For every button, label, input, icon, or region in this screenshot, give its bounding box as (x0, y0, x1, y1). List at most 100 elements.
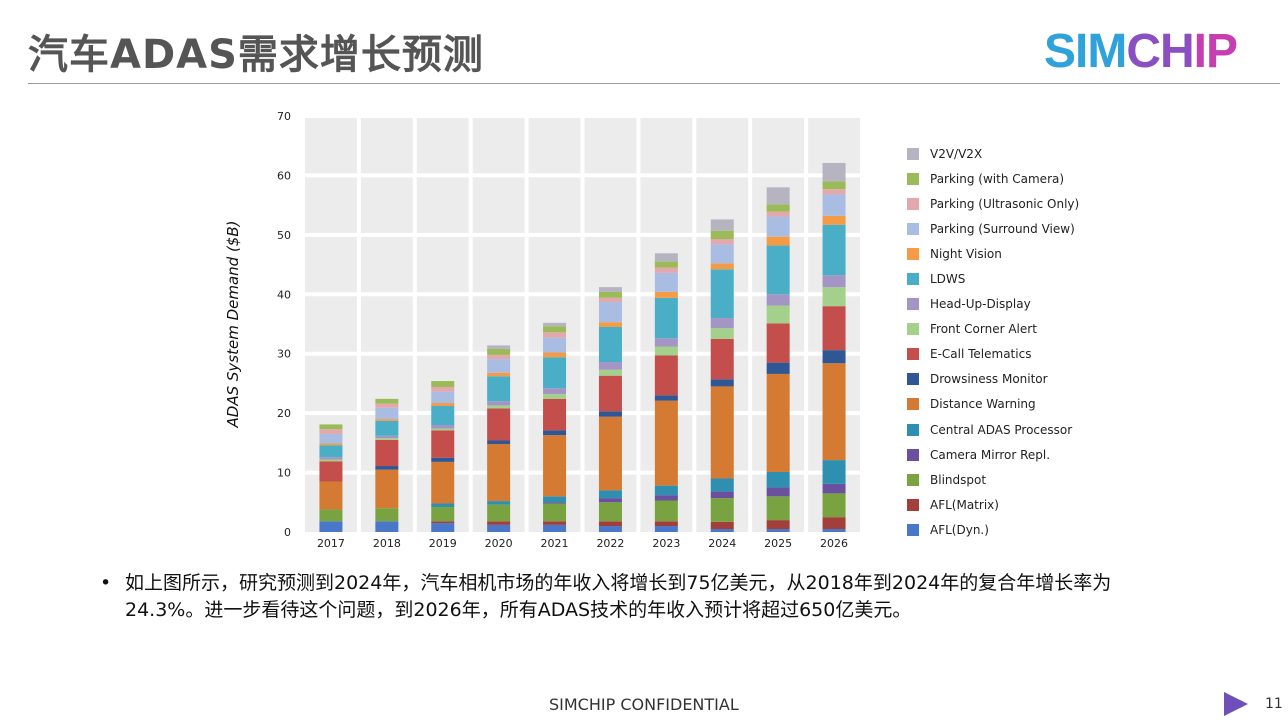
legend-label: Distance Warning (930, 397, 1036, 412)
bar-segment (319, 429, 343, 434)
bar-segment (431, 523, 455, 532)
legend-swatch (907, 172, 919, 185)
legend-label: AFL(Matrix) (930, 497, 999, 512)
bar-segment (543, 322, 567, 327)
bar-segment (431, 425, 455, 429)
bar-segment (766, 520, 790, 530)
bar-segment (654, 395, 678, 401)
bar-segment (375, 419, 399, 421)
bar-segment (654, 297, 678, 339)
x-tick-label: 2021 (541, 537, 569, 550)
bar-segment (487, 405, 511, 409)
bar-segment (822, 162, 846, 182)
bar-segment (598, 526, 622, 532)
bar-segment (822, 181, 846, 190)
bar-segment (766, 373, 790, 472)
bar-segment (766, 211, 790, 217)
legend-swatch (907, 222, 919, 235)
legend-swatch (907, 373, 919, 386)
bar-segment (487, 501, 511, 505)
bar-segment (487, 376, 511, 402)
legend-swatch (907, 298, 919, 311)
bar-segment (431, 461, 455, 504)
bar-segment (375, 438, 399, 440)
bar-segment (543, 332, 567, 338)
title-divider (28, 83, 1280, 84)
bar-segment (822, 275, 846, 288)
bar-segment (375, 435, 399, 439)
bar-segment (319, 509, 343, 522)
bar-segment (487, 521, 511, 525)
legend-item: Head-Up-Display (907, 292, 1079, 317)
bar-segment (766, 496, 790, 521)
bar-segment (766, 187, 790, 205)
bar-segment (598, 302, 622, 323)
bar-segment (654, 253, 678, 262)
next-slide-arrow-icon[interactable] (1224, 692, 1248, 716)
bar-segment (710, 478, 734, 492)
bar-segment (487, 372, 511, 377)
bar-segment (710, 230, 734, 240)
bar-segment (319, 481, 343, 510)
legend-item: AFL(Matrix) (907, 492, 1079, 517)
bar-segment (822, 306, 846, 351)
bar-segment (319, 433, 343, 444)
legend-item: Distance Warning (907, 392, 1079, 417)
legend-label: Drowsiness Monitor (930, 372, 1048, 387)
legend-item: Parking (Ultrasonic Only) (907, 191, 1079, 216)
bar-segment (487, 504, 511, 522)
bar-segment (487, 348, 511, 355)
bar-segment (319, 461, 343, 482)
legend-swatch (907, 523, 919, 536)
bar-segment (543, 521, 567, 525)
bar-segment (543, 398, 567, 431)
bar-segment (487, 440, 511, 445)
bar-segment (654, 272, 678, 292)
bar-segment (654, 291, 678, 298)
legend-swatch (907, 197, 919, 210)
bar-segment (710, 244, 734, 264)
bar-segment (543, 435, 567, 497)
bar-segment (654, 261, 678, 268)
legend-item: Blindspot (907, 467, 1079, 492)
bar-segment (822, 460, 846, 484)
bar-segment (543, 394, 567, 399)
bar-segment (431, 391, 455, 404)
y-tick-label: 20 (277, 407, 291, 420)
y-tick-label: 0 (284, 526, 291, 539)
bar-segment (431, 457, 455, 462)
bar-segment (375, 508, 399, 522)
bar-segment (598, 521, 622, 527)
bar-segment (654, 346, 678, 356)
page-title: 汽车ADAS需求增长预测 (28, 32, 484, 78)
y-tick-label: 10 (277, 467, 291, 480)
x-tick-label: 2026 (820, 537, 848, 550)
x-tick-label: 2017 (317, 537, 345, 550)
bar-segment (543, 502, 567, 504)
bar-segment (543, 357, 567, 389)
legend-label: LDWS (930, 272, 966, 287)
bar-segment (822, 189, 846, 195)
y-tick-label: 50 (277, 229, 291, 242)
bar-segment (431, 403, 455, 407)
legend-swatch (907, 323, 919, 336)
legend-item: Drowsiness Monitor (907, 367, 1079, 392)
bar-segment (487, 524, 511, 532)
bar-segment (654, 521, 678, 527)
bar-segment (654, 500, 678, 522)
legend-swatch (907, 247, 919, 260)
legend-label: Camera Mirror Repl. (930, 447, 1051, 462)
bar-segment (543, 503, 567, 522)
legend-label: Parking (Surround View) (930, 221, 1075, 236)
bar-segment (766, 529, 790, 532)
legend-item: Parking (Surround View) (907, 216, 1079, 241)
bar-segment (766, 294, 790, 306)
bar-segment (431, 428, 455, 431)
bar-segment (654, 338, 678, 347)
bar-segment (487, 345, 511, 349)
legend-swatch (907, 423, 919, 436)
legend-label: V2V/V2X (930, 146, 983, 161)
bar-segment (822, 194, 846, 216)
bar-segment (710, 498, 734, 522)
